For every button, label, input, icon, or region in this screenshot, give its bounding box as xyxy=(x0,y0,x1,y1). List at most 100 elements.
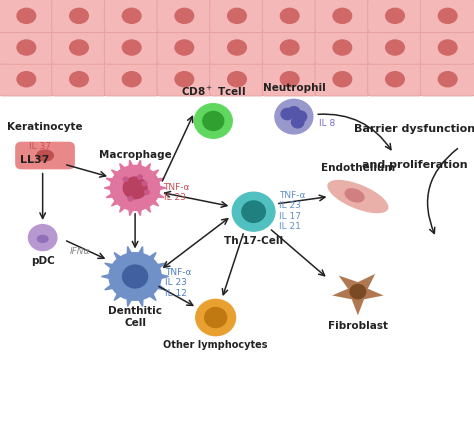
Circle shape xyxy=(123,177,128,181)
FancyBboxPatch shape xyxy=(157,31,211,64)
Text: Neutrophil: Neutrophil xyxy=(263,83,325,93)
Circle shape xyxy=(194,104,232,138)
Circle shape xyxy=(137,175,142,179)
FancyBboxPatch shape xyxy=(15,142,75,169)
Ellipse shape xyxy=(69,71,89,87)
FancyBboxPatch shape xyxy=(368,63,422,96)
Ellipse shape xyxy=(69,39,89,56)
Ellipse shape xyxy=(36,149,54,162)
Text: Th 17-Cell: Th 17-Cell xyxy=(224,236,283,246)
FancyBboxPatch shape xyxy=(210,31,264,64)
Circle shape xyxy=(232,192,275,231)
Ellipse shape xyxy=(280,71,300,87)
Polygon shape xyxy=(150,178,164,186)
Polygon shape xyxy=(134,203,142,216)
FancyBboxPatch shape xyxy=(210,0,264,32)
FancyBboxPatch shape xyxy=(263,0,317,32)
Polygon shape xyxy=(150,280,165,290)
FancyBboxPatch shape xyxy=(52,0,106,32)
Text: Barrier dysfunction

and proliferation: Barrier dysfunction and proliferation xyxy=(354,124,474,170)
Ellipse shape xyxy=(385,39,405,56)
Text: LL37: LL37 xyxy=(20,155,49,165)
Circle shape xyxy=(242,201,265,222)
Polygon shape xyxy=(104,184,118,191)
Text: IL 37: IL 37 xyxy=(29,142,51,150)
Circle shape xyxy=(110,165,160,210)
Ellipse shape xyxy=(16,71,36,87)
Circle shape xyxy=(196,299,236,336)
Polygon shape xyxy=(119,200,130,212)
Ellipse shape xyxy=(345,188,365,203)
Polygon shape xyxy=(127,292,135,306)
Ellipse shape xyxy=(122,8,142,24)
Polygon shape xyxy=(111,170,124,181)
Polygon shape xyxy=(111,195,124,206)
Polygon shape xyxy=(150,190,164,197)
Polygon shape xyxy=(332,274,383,315)
Ellipse shape xyxy=(385,71,405,87)
Circle shape xyxy=(281,108,293,120)
Polygon shape xyxy=(101,273,117,280)
FancyBboxPatch shape xyxy=(0,63,54,96)
Polygon shape xyxy=(150,263,165,273)
Polygon shape xyxy=(105,263,120,273)
Circle shape xyxy=(288,107,300,118)
Circle shape xyxy=(142,181,147,186)
FancyBboxPatch shape xyxy=(52,31,106,64)
Ellipse shape xyxy=(280,8,300,24)
Text: TNF-α
IL 23: TNF-α IL 23 xyxy=(164,183,190,202)
Ellipse shape xyxy=(16,8,36,24)
Ellipse shape xyxy=(438,8,458,24)
Ellipse shape xyxy=(69,8,89,24)
FancyBboxPatch shape xyxy=(104,63,159,96)
Ellipse shape xyxy=(174,8,194,24)
Ellipse shape xyxy=(122,39,142,56)
Text: TNF-α
IL 23
IL 12: TNF-α IL 23 IL 12 xyxy=(165,268,191,298)
Circle shape xyxy=(123,265,147,288)
Polygon shape xyxy=(140,200,150,212)
FancyBboxPatch shape xyxy=(315,0,370,32)
Polygon shape xyxy=(128,160,136,173)
Text: CD8$^+$ Tcell: CD8$^+$ Tcell xyxy=(181,85,246,98)
Text: Other lymphocytes: Other lymphocytes xyxy=(164,340,268,350)
Polygon shape xyxy=(143,252,156,266)
Polygon shape xyxy=(135,247,143,261)
Polygon shape xyxy=(106,178,120,186)
Circle shape xyxy=(128,197,133,201)
FancyBboxPatch shape xyxy=(315,63,370,96)
Ellipse shape xyxy=(174,71,194,87)
Ellipse shape xyxy=(122,71,142,87)
Ellipse shape xyxy=(438,71,458,87)
Text: Denthitic
Cell: Denthitic Cell xyxy=(108,306,162,328)
Polygon shape xyxy=(127,247,135,261)
Circle shape xyxy=(145,190,149,194)
Polygon shape xyxy=(146,195,159,206)
Polygon shape xyxy=(134,160,142,173)
Text: TNF-α
IL 23
IL 17
IL 21: TNF-α IL 23 IL 17 IL 21 xyxy=(279,191,305,231)
Ellipse shape xyxy=(227,8,247,24)
Circle shape xyxy=(28,225,57,251)
Ellipse shape xyxy=(16,39,36,56)
FancyBboxPatch shape xyxy=(104,31,159,64)
Ellipse shape xyxy=(332,39,352,56)
Text: Keratinocyte: Keratinocyte xyxy=(7,122,83,132)
Circle shape xyxy=(292,117,304,128)
Polygon shape xyxy=(106,190,120,197)
Circle shape xyxy=(123,177,147,199)
Ellipse shape xyxy=(280,39,300,56)
FancyBboxPatch shape xyxy=(368,31,422,64)
Text: Fibroblast: Fibroblast xyxy=(328,321,388,330)
Circle shape xyxy=(205,308,227,327)
FancyBboxPatch shape xyxy=(104,0,159,32)
Circle shape xyxy=(275,99,313,134)
FancyBboxPatch shape xyxy=(420,0,474,32)
Circle shape xyxy=(203,111,224,130)
FancyBboxPatch shape xyxy=(0,0,54,32)
Ellipse shape xyxy=(328,180,388,213)
FancyBboxPatch shape xyxy=(52,63,106,96)
Bar xyxy=(0,0,474,95)
Text: Endothelium: Endothelium xyxy=(321,163,395,173)
Polygon shape xyxy=(146,170,159,181)
Circle shape xyxy=(109,253,161,300)
FancyBboxPatch shape xyxy=(263,63,317,96)
